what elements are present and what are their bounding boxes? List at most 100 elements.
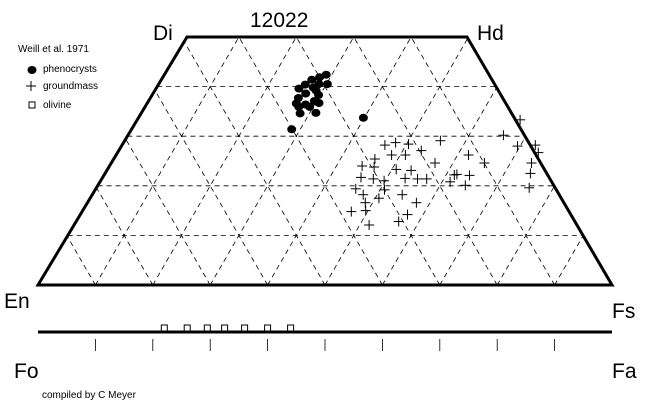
groundmass-point — [498, 130, 509, 141]
groundmass-point — [412, 173, 423, 184]
phenocryst-point — [314, 91, 324, 99]
legend-item-groundmass: groundmass — [26, 81, 98, 92]
groundmass-point — [391, 164, 402, 175]
olivine-point — [160, 324, 168, 332]
phenocryst-point — [358, 113, 368, 122]
corner-label-fs: Fs — [612, 300, 635, 323]
phenocryst-point — [321, 70, 331, 79]
groundmass-point — [386, 150, 397, 160]
grid-line-diagonal-left — [410, 36, 555, 286]
groundmass-point — [400, 173, 411, 184]
groundmass-point — [512, 141, 523, 152]
phenocryst-point — [287, 125, 297, 134]
grid-line-diagonal-right — [324, 38, 469, 286]
legend-label-olivine: olivine — [43, 100, 72, 111]
legend-marker-filled-circle — [27, 66, 37, 74]
legend-label-phenocrysts: phenocrysts — [43, 64, 97, 75]
groundmass-point — [373, 193, 384, 204]
olivine-label-fo: Fo — [14, 360, 39, 383]
credit-text: compiled by C Meyer — [42, 390, 137, 401]
olivine-point — [241, 324, 249, 332]
grid-line-diagonal-left — [66, 236, 96, 286]
groundmass-point — [379, 140, 390, 151]
groundmass-point — [526, 158, 537, 168]
legend-marker-open-square — [28, 101, 36, 109]
groundmass-point — [479, 158, 490, 168]
olivine-point — [287, 324, 295, 332]
groundmass-point — [460, 180, 471, 191]
phenocryst-point — [300, 80, 310, 89]
groundmass-point — [346, 206, 357, 217]
legend-item-phenocrysts: phenocrysts — [27, 64, 97, 75]
groundmass-point — [530, 140, 541, 151]
groundmass-point — [379, 175, 390, 186]
groundmass-point — [400, 150, 411, 160]
grid-line-diagonal-right — [382, 87, 497, 286]
olivine-point — [264, 324, 272, 332]
groundmass-point — [403, 139, 414, 150]
groundmass-point — [533, 147, 544, 158]
legend-item-olivine: olivine — [28, 100, 72, 111]
groundmass-point — [369, 154, 380, 164]
olivine-point — [221, 324, 229, 332]
groundmass-point — [416, 145, 427, 156]
groundmass-point — [435, 135, 446, 146]
groundmass-point — [411, 197, 422, 208]
ternary-grid — [66, 36, 584, 286]
quadrilateral-outline — [35, 35, 615, 287]
groundmass-point — [390, 137, 401, 148]
groundmass-point — [360, 205, 371, 216]
corner-label-en: En — [4, 290, 30, 313]
data-points — [287, 70, 544, 230]
phenocryst-point — [307, 75, 317, 84]
groundmass-point — [379, 184, 390, 195]
groundmass-point — [368, 173, 379, 184]
grid-line-diagonal-right — [267, 36, 412, 286]
phenocryst-point — [295, 109, 305, 118]
groundmass-point — [357, 161, 368, 171]
olivine-point — [203, 324, 211, 332]
grid-line-diagonal-left — [353, 36, 498, 286]
grid-line-diagonal-left — [183, 41, 326, 286]
groundmass-point — [402, 209, 413, 220]
grid-line-diagonal-right — [95, 36, 240, 286]
groundmass-point — [369, 162, 380, 172]
groundmass-point — [430, 158, 440, 168]
groundmass-point — [449, 169, 460, 180]
legend-marker-plus — [26, 81, 36, 91]
phenocryst-point — [308, 83, 318, 92]
grid-line-diagonal-left — [125, 138, 211, 286]
legend-source: Weill et al. 1971 — [18, 44, 89, 55]
groundmass-point — [393, 216, 404, 227]
groundmass-point — [406, 165, 417, 176]
grid-line-diagonal-right — [554, 235, 584, 286]
groundmass-point — [421, 173, 432, 184]
phenocryst-point — [291, 99, 301, 108]
grid-line-diagonal-left — [238, 36, 383, 286]
groundmass-point — [515, 114, 526, 125]
chart-title: 12022 — [250, 9, 308, 32]
olivine-points — [160, 324, 295, 332]
groundmass-point — [364, 220, 375, 230]
groundmass-point — [350, 183, 361, 194]
phenocryst-point — [301, 89, 311, 98]
grid-line-diagonal-left — [96, 187, 154, 286]
corner-label-di: Di — [153, 22, 173, 45]
phenocryst-point — [314, 99, 324, 107]
phenocryst-point — [294, 84, 304, 93]
groundmass-point — [356, 172, 366, 183]
phenocryst-point — [311, 108, 321, 117]
olivine-axis-ticks — [95, 339, 555, 351]
olivine-label-fa: Fa — [612, 360, 637, 383]
groundmass-point — [524, 182, 535, 193]
corner-label-hd: Hd — [477, 22, 504, 45]
grid-line-diagonal-left — [154, 90, 268, 286]
grid-line-diagonal-right — [209, 36, 355, 286]
groundmass-point — [358, 189, 369, 200]
groundmass-point — [397, 189, 408, 200]
groundmass-point — [463, 150, 474, 160]
phenocryst-point — [322, 80, 332, 89]
groundmass-point — [464, 170, 475, 181]
groundmass-point — [445, 176, 456, 187]
